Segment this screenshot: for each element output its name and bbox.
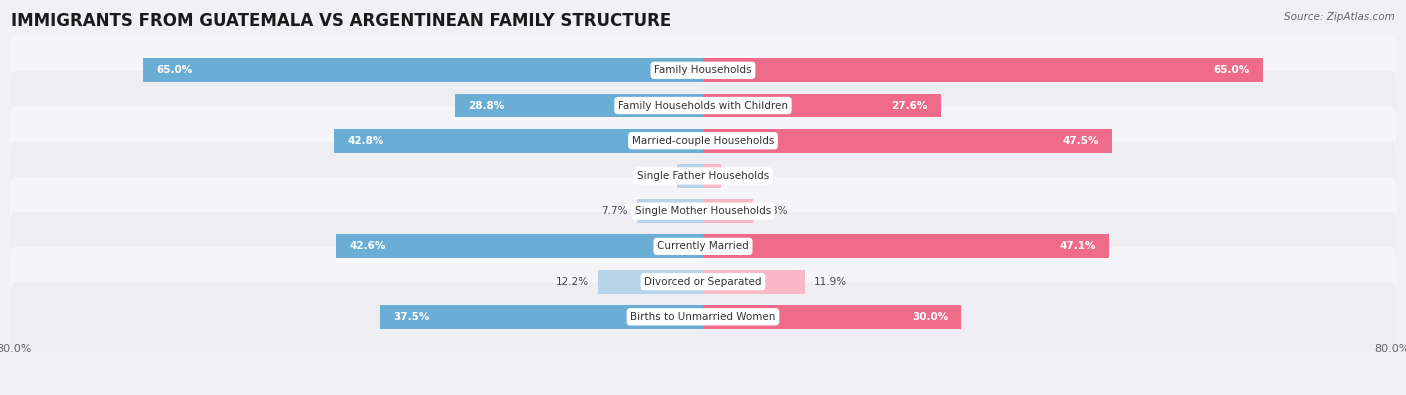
Bar — [703, 94, 941, 117]
Text: Family Households: Family Households — [654, 65, 752, 75]
FancyBboxPatch shape — [10, 247, 1396, 316]
Text: IMMIGRANTS FROM GUATEMALA VS ARGENTINEAN FAMILY STRUCTURE: IMMIGRANTS FROM GUATEMALA VS ARGENTINEAN… — [11, 12, 672, 30]
Bar — [456, 94, 703, 117]
Bar — [703, 305, 962, 329]
Text: 30.0%: 30.0% — [912, 312, 949, 322]
FancyBboxPatch shape — [10, 141, 1396, 211]
FancyBboxPatch shape — [10, 212, 1396, 281]
FancyBboxPatch shape — [10, 36, 1396, 105]
FancyBboxPatch shape — [10, 106, 1396, 175]
Text: 42.6%: 42.6% — [349, 241, 385, 251]
Text: 47.5%: 47.5% — [1063, 136, 1099, 146]
Bar — [703, 58, 1263, 82]
Bar — [336, 234, 703, 258]
Bar — [637, 199, 703, 223]
Bar — [678, 164, 703, 188]
Bar — [143, 58, 703, 82]
Bar — [703, 234, 1108, 258]
Text: 11.9%: 11.9% — [814, 276, 848, 287]
Bar — [598, 270, 703, 293]
Bar — [703, 199, 754, 223]
Text: 5.8%: 5.8% — [762, 206, 787, 216]
Text: Births to Unmarried Women: Births to Unmarried Women — [630, 312, 776, 322]
Text: Single Mother Households: Single Mother Households — [636, 206, 770, 216]
Text: 47.1%: 47.1% — [1059, 241, 1095, 251]
Text: Currently Married: Currently Married — [657, 241, 749, 251]
Text: 3.0%: 3.0% — [643, 171, 669, 181]
Text: 2.1%: 2.1% — [730, 171, 756, 181]
Text: Family Households with Children: Family Households with Children — [619, 100, 787, 111]
FancyBboxPatch shape — [10, 177, 1396, 246]
Text: 65.0%: 65.0% — [156, 65, 193, 75]
Bar — [703, 129, 1112, 153]
Bar — [703, 270, 806, 293]
Text: 28.8%: 28.8% — [468, 100, 505, 111]
FancyBboxPatch shape — [10, 71, 1396, 140]
Legend: Immigrants from Guatemala, Argentinean: Immigrants from Guatemala, Argentinean — [548, 393, 858, 395]
Text: 27.6%: 27.6% — [891, 100, 928, 111]
Text: Source: ZipAtlas.com: Source: ZipAtlas.com — [1284, 12, 1395, 22]
Text: Married-couple Households: Married-couple Households — [631, 136, 775, 146]
Text: Divorced or Separated: Divorced or Separated — [644, 276, 762, 287]
Bar — [380, 305, 703, 329]
Bar — [703, 164, 721, 188]
Bar — [335, 129, 703, 153]
FancyBboxPatch shape — [10, 282, 1396, 351]
Text: 42.8%: 42.8% — [347, 136, 384, 146]
Text: Single Father Households: Single Father Households — [637, 171, 769, 181]
Text: 7.7%: 7.7% — [602, 206, 628, 216]
Text: 12.2%: 12.2% — [557, 276, 589, 287]
Text: 65.0%: 65.0% — [1213, 65, 1250, 75]
Text: 37.5%: 37.5% — [392, 312, 429, 322]
